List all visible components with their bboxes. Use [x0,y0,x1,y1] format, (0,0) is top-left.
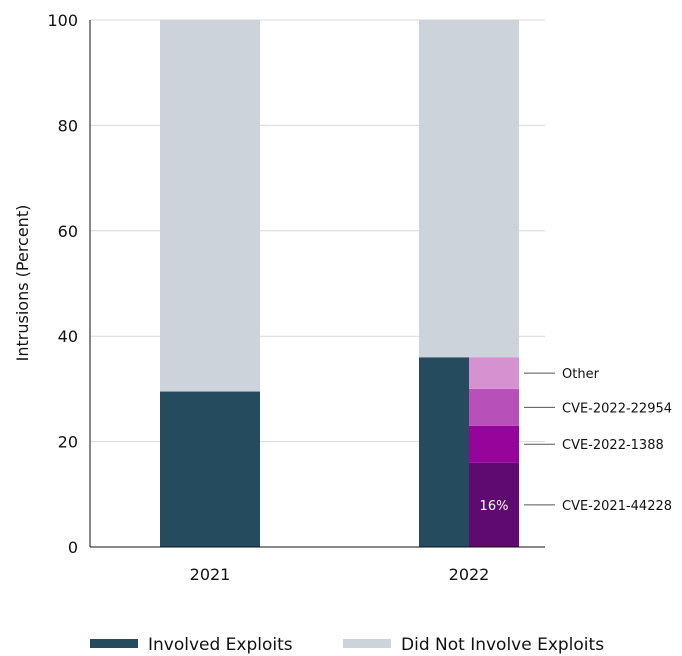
y-tick-label-80: 80 [58,116,78,135]
callouts: CVE-2021-44228 CVE-2022-1388 CVE-2022-2295… [524,367,672,514]
legend-swatch-did-not-involve-exploits [343,639,391,648]
axes: 0 20 40 60 80 100 2021 2022 [47,11,545,584]
callout-label-cve-2022-1388: CVE-2022-1388 [562,438,664,453]
bar-involved-exploits-2022 [419,357,469,547]
legend-label-did-not-involve-exploits: Did Not Involve Exploits [401,635,604,655]
x-tick-label-2021: 2021 [190,565,231,584]
y-tick-label-100: 100 [47,11,78,30]
y-axis-title: Intrusions (Percent) [13,205,32,362]
bars [160,20,519,547]
x-tick-label-2022: 2022 [449,565,490,584]
breakdown-stack: 16% [469,357,519,547]
y-tick-label-20: 20 [58,433,78,452]
segment-cve-2022-1388 [469,425,519,463]
segment-label-cve-2021-44228: 16% [480,499,509,514]
y-tick-label-0: 0 [68,538,78,557]
bar-did-not-involve-exploits-2022 [419,20,519,358]
legend-swatch-involved-exploits [90,639,138,648]
y-tick-label-40: 40 [58,327,78,346]
callout-label-other: Other [562,367,600,382]
y-tick-label-60: 60 [58,222,78,241]
segment-cve-2022-22954 [469,388,519,426]
segment-cve-2021-44228 [469,462,519,547]
bar-involved-exploits-2021 [160,391,260,547]
bar-did-not-involve-exploits-2021 [160,20,260,392]
legend-label-involved-exploits: Involved Exploits [148,635,293,655]
callout-label-cve-2022-22954: CVE-2022-22954 [562,401,672,416]
segment-other [469,357,519,389]
legend: Involved Exploits Did Not Involve Exploit… [90,635,604,655]
callout-label-cve-2021-44228: CVE-2021-44228 [562,499,672,514]
